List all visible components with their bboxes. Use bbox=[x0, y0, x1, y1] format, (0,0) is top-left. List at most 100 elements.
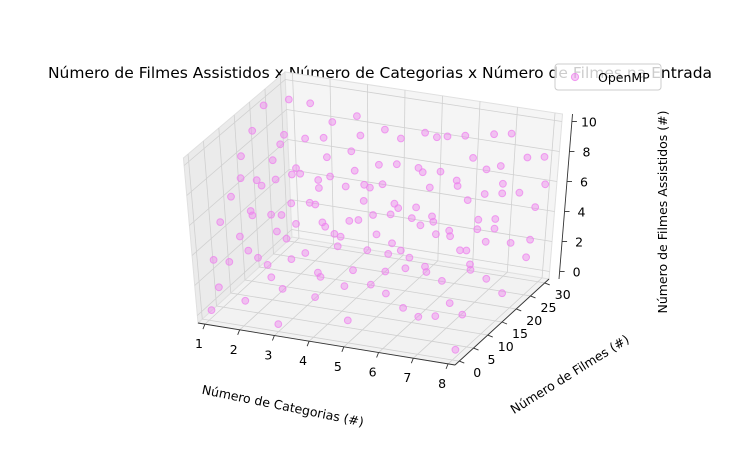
data-point bbox=[349, 266, 357, 275]
y-tick-label: 10 bbox=[498, 339, 514, 354]
y-tick-mark bbox=[459, 360, 465, 364]
data-point bbox=[296, 169, 305, 178]
x-tick-label: 4 bbox=[299, 353, 307, 368]
data-point bbox=[333, 242, 342, 251]
data-point bbox=[257, 181, 266, 190]
data-point bbox=[280, 130, 288, 139]
data-point bbox=[436, 167, 445, 176]
data-point bbox=[225, 258, 234, 266]
z-grid-line bbox=[197, 229, 550, 316]
data-point bbox=[287, 255, 296, 264]
data-point bbox=[452, 176, 461, 185]
data-point bbox=[438, 277, 446, 285]
data-point bbox=[354, 216, 363, 224]
data-point bbox=[461, 131, 470, 140]
data-point bbox=[384, 250, 393, 258]
y-grid-line bbox=[203, 141, 474, 349]
data-point bbox=[336, 232, 345, 241]
data-point bbox=[428, 212, 436, 221]
x-tick-label: 2 bbox=[230, 342, 238, 357]
data-point bbox=[496, 162, 505, 170]
data-point bbox=[392, 160, 401, 169]
y-tick-mark bbox=[487, 334, 493, 338]
y-axis-label: Número de Filmes (#) bbox=[508, 332, 632, 417]
z-tick-label: 6 bbox=[580, 175, 588, 190]
data-point bbox=[254, 253, 262, 262]
data-point bbox=[381, 125, 389, 134]
x-grid-line bbox=[308, 90, 406, 342]
y-tick-label: 20 bbox=[526, 313, 542, 328]
data-point bbox=[359, 197, 368, 205]
x-tick-mark bbox=[410, 358, 414, 364]
data-point bbox=[276, 140, 285, 149]
data-point bbox=[386, 210, 395, 219]
data-point bbox=[466, 266, 475, 274]
data-point bbox=[481, 237, 490, 246]
x-tick-label: 5 bbox=[334, 359, 342, 374]
data-point bbox=[274, 320, 283, 329]
data-point bbox=[443, 132, 452, 141]
data-point bbox=[469, 154, 478, 162]
legend: OpenMP bbox=[554, 63, 662, 91]
data-point bbox=[445, 299, 454, 308]
x-tick-mark bbox=[341, 346, 345, 353]
data-point bbox=[451, 345, 460, 354]
y-tick-label: 30 bbox=[555, 287, 571, 302]
data-point bbox=[326, 172, 335, 181]
legend-marker bbox=[570, 72, 580, 82]
data-point bbox=[321, 222, 330, 231]
data-point bbox=[394, 204, 403, 213]
data-point bbox=[418, 168, 427, 177]
data-point bbox=[474, 215, 483, 224]
data-point bbox=[431, 312, 440, 321]
x-tick-mark bbox=[271, 335, 275, 341]
data-point bbox=[343, 316, 352, 325]
data-point bbox=[498, 289, 507, 298]
y-grid-line bbox=[187, 154, 460, 362]
data-point bbox=[216, 218, 225, 227]
z-tick-label: 2 bbox=[575, 235, 583, 250]
data-point bbox=[241, 296, 250, 305]
data-point bbox=[540, 153, 549, 161]
data-point bbox=[399, 304, 408, 312]
data-point bbox=[350, 166, 359, 175]
data-point bbox=[523, 153, 532, 162]
y-grid-line bbox=[279, 75, 545, 284]
x-tick-mark bbox=[237, 329, 241, 335]
data-point bbox=[506, 239, 515, 247]
data-point bbox=[425, 183, 434, 192]
scatter-points bbox=[207, 95, 550, 354]
data-point bbox=[273, 227, 281, 236]
data-point bbox=[462, 246, 471, 255]
data-point bbox=[318, 218, 327, 227]
data-point bbox=[414, 312, 423, 321]
data-point bbox=[314, 176, 323, 184]
data-point bbox=[416, 221, 425, 230]
data-point bbox=[499, 179, 507, 188]
data-point bbox=[463, 196, 472, 205]
data-point bbox=[515, 188, 524, 197]
data-point bbox=[375, 160, 383, 169]
y-grid-line bbox=[249, 101, 517, 310]
data-point bbox=[366, 280, 375, 289]
z-tick-label: 4 bbox=[578, 205, 586, 220]
y-tick-label: 5 bbox=[488, 352, 496, 367]
data-point bbox=[473, 225, 482, 234]
data-point bbox=[421, 262, 429, 271]
data-point bbox=[292, 220, 300, 228]
data-point bbox=[340, 282, 349, 291]
data-point bbox=[311, 293, 320, 302]
z-grid-line bbox=[183, 79, 562, 166]
x-tick-label: 7 bbox=[403, 370, 411, 385]
y-grid-line bbox=[233, 114, 503, 323]
y-tick-mark bbox=[501, 321, 508, 325]
data-point bbox=[314, 268, 322, 277]
data-point bbox=[433, 133, 441, 142]
data-point bbox=[372, 230, 381, 239]
data-point bbox=[277, 211, 286, 219]
data-point bbox=[491, 215, 500, 223]
x-tick-label: 1 bbox=[195, 336, 203, 351]
x-tick-label: 8 bbox=[438, 376, 446, 391]
data-point bbox=[244, 246, 253, 255]
